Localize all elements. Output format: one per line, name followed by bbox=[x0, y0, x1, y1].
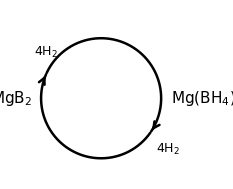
Text: MgB$_2$: MgB$_2$ bbox=[0, 89, 32, 108]
Text: 4H$_2$: 4H$_2$ bbox=[156, 142, 180, 157]
Text: 4H$_2$: 4H$_2$ bbox=[34, 45, 58, 60]
Text: Mg(BH$_4$)$_2$: Mg(BH$_4$)$_2$ bbox=[171, 89, 233, 108]
